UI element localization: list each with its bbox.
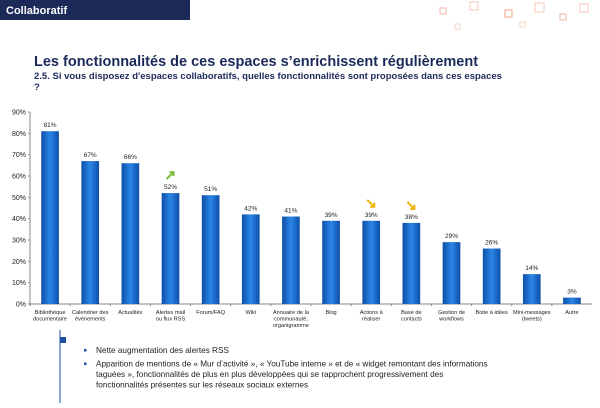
header-bar — [0, 0, 190, 20]
bar — [522, 274, 541, 304]
y-tick-label: 70% — [12, 152, 26, 159]
x-tick-label: Blog — [325, 310, 336, 316]
bar — [161, 193, 180, 304]
x-tick-label: Base de contacts — [401, 310, 422, 323]
y-tick-label: 0% — [16, 302, 26, 309]
bar — [41, 131, 59, 304]
slide-title: Les fonctionnalités de ces espaces s’enr… — [34, 54, 478, 70]
x-tick-label: Autre — [565, 310, 578, 316]
x-tick-label: Wiki — [246, 310, 257, 316]
bar — [442, 242, 461, 304]
x-tick-label: Annuaire de la communauté, organigramme — [273, 310, 310, 329]
x-tick-label: Actualités — [118, 310, 142, 316]
bar — [402, 222, 421, 304]
bar — [201, 195, 220, 304]
bar — [563, 297, 581, 304]
x-tick-label: Calendrier des événements — [72, 310, 109, 323]
bar — [81, 161, 100, 304]
value-label: 51% — [204, 186, 217, 193]
value-label: 41% — [284, 208, 297, 215]
value-label: 3% — [567, 289, 577, 296]
bullet-text: Nette augmentation des alertes RSS — [96, 346, 229, 355]
x-tick-label: Gestion de workflows — [438, 310, 465, 323]
y-tick-label: 20% — [12, 259, 26, 266]
x-tick-label: Alertes mail ou flux RSS — [156, 310, 186, 323]
value-label: 14% — [525, 265, 538, 272]
trend-arrow-up — [165, 171, 175, 180]
value-label: 39% — [325, 212, 338, 219]
value-label: 81% — [44, 122, 57, 129]
y-tick-label: 80% — [12, 131, 26, 138]
y-tick-label: 90% — [12, 110, 26, 117]
y-tick-label: 30% — [12, 238, 26, 245]
bullet-marker — [60, 337, 66, 343]
y-tick-label: 10% — [12, 280, 26, 287]
section-title: Collaboratif — [6, 5, 67, 17]
value-label: 67% — [84, 152, 97, 159]
bullet-dot — [84, 362, 87, 365]
value-label: 42% — [244, 205, 257, 212]
value-label: 39% — [365, 212, 378, 219]
trend-arrow-down — [406, 201, 416, 210]
y-tick-label: 50% — [12, 195, 26, 202]
bar — [241, 214, 260, 304]
bullet-text: Apparition de mentions de « Mur d’activi… — [96, 360, 488, 390]
y-tick-label: 60% — [12, 174, 26, 181]
x-tick-label: Mini-messages (tweets) — [513, 310, 551, 323]
value-label: 26% — [485, 240, 498, 247]
value-label: 38% — [405, 214, 418, 221]
x-tick-label: Actions à réaliser — [360, 310, 384, 323]
subtitle: 2.5. Si vous disposez d'espaces collabor… — [34, 71, 502, 93]
value-label: 66% — [124, 154, 137, 161]
bar — [362, 220, 381, 304]
x-tick-label: Forum/FAQ — [196, 310, 226, 316]
trend-arrow-down — [366, 199, 376, 208]
x-tick-label: Boite à idées — [475, 310, 508, 316]
bar — [121, 163, 140, 304]
value-label: 52% — [164, 184, 177, 191]
bar — [482, 248, 501, 304]
decor — [439, 1, 589, 30]
bullet-dot — [84, 349, 87, 352]
x-tick-label: Bibliothèque documentaire — [33, 310, 67, 323]
bar — [282, 216, 300, 304]
y-tick-label: 40% — [12, 216, 26, 223]
value-label: 29% — [445, 233, 458, 240]
bar — [322, 220, 340, 304]
